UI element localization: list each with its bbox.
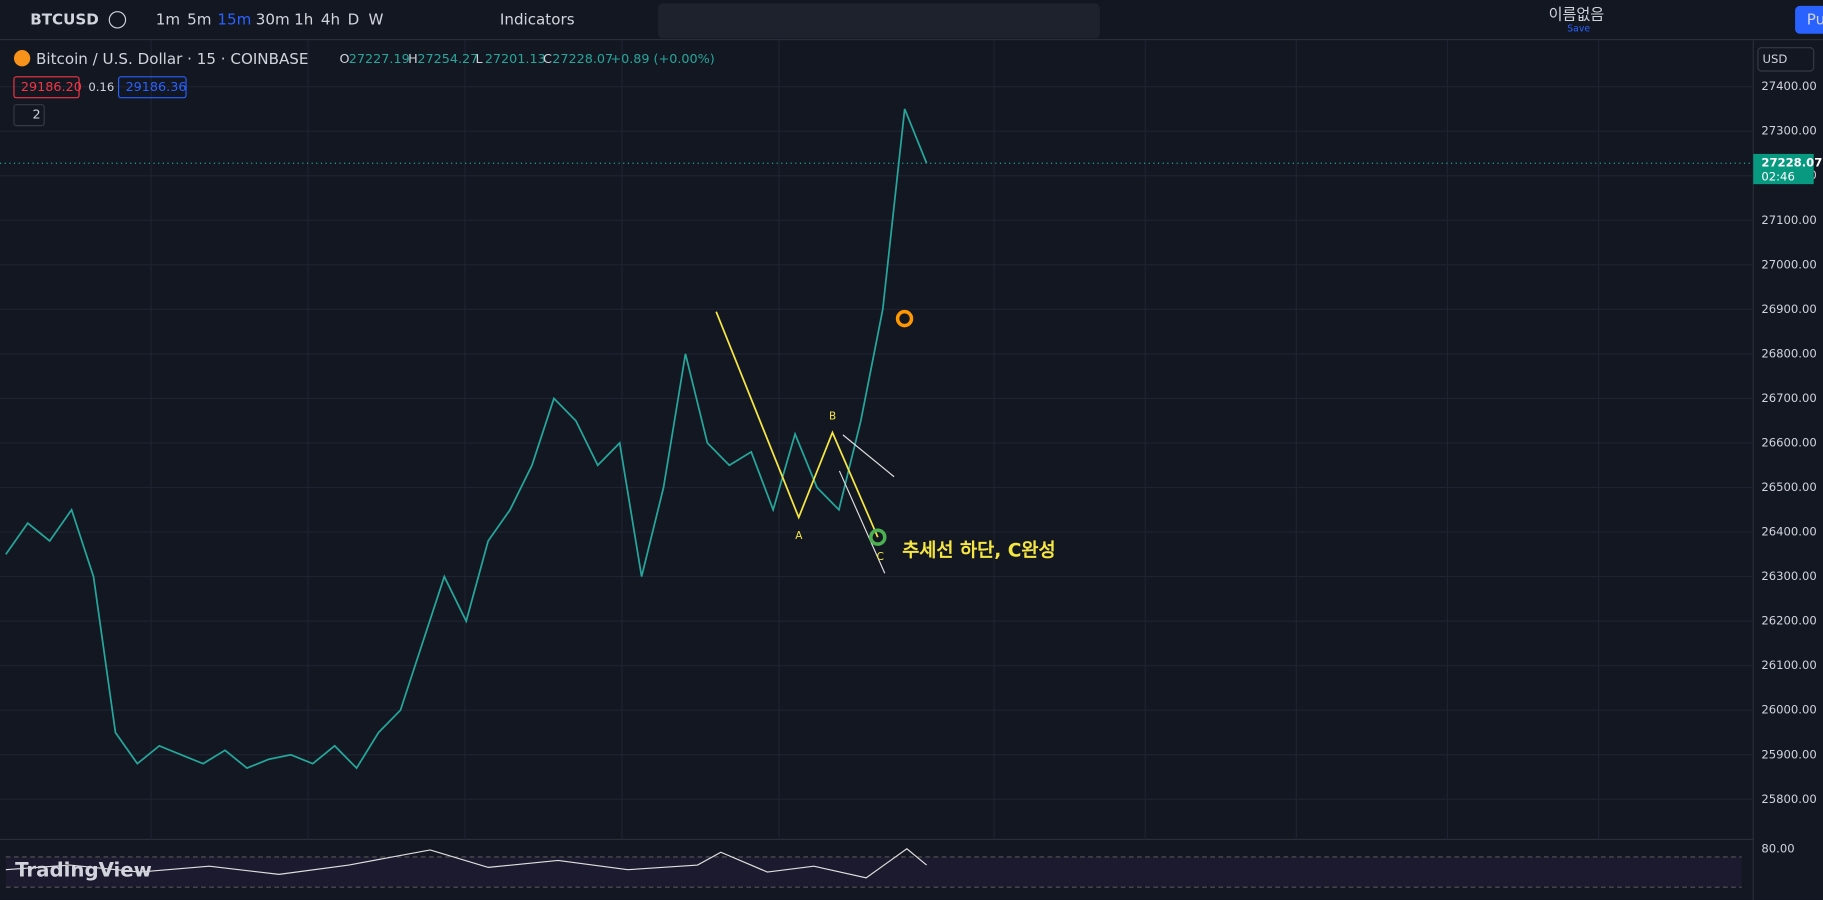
y-tick-label: 26900.00 <box>1761 302 1816 316</box>
y-tick-label: 26500.00 <box>1761 480 1816 494</box>
y-tick-label: 26800.00 <box>1761 346 1816 360</box>
interval[interactable]: 1m <box>156 10 180 28</box>
y-tick-label: 26000.00 <box>1761 703 1816 717</box>
annotation-note: 추세선 하단, C완성 <box>902 541 1055 562</box>
interval[interactable]: 4h <box>321 10 340 28</box>
collapsed-count[interactable]: 2 <box>33 108 41 123</box>
publish-label[interactable]: Pu <box>1807 10 1823 28</box>
y-tick-label: 27400.00 <box>1761 79 1816 93</box>
publish-button[interactable] <box>1795 5 1823 34</box>
legend-title[interactable]: Bitcoin / U.S. Dollar · 15 · COINBASE <box>36 50 308 68</box>
currency[interactable]: USD <box>1763 52 1788 66</box>
y-tick-label: 26700.00 <box>1761 391 1816 405</box>
low: 27201.13 <box>485 52 546 67</box>
y-tick-label: 26600.00 <box>1761 435 1816 449</box>
price-line <box>5 108 928 770</box>
sell-price[interactable]: 29186.20 <box>21 80 82 95</box>
h-label: H <box>408 52 418 67</box>
rsi-line <box>5 848 927 879</box>
interval[interactable]: 15m <box>217 10 251 28</box>
rsi-level: 80.00 <box>1761 841 1794 855</box>
interval[interactable]: 1h <box>294 10 313 28</box>
l-label: L <box>476 52 484 67</box>
o-label: O <box>339 52 349 67</box>
btc-icon <box>13 50 31 67</box>
y-tick-label: 25900.00 <box>1761 747 1816 761</box>
watermark: TradingView <box>15 858 152 881</box>
breakout-marker <box>895 309 914 328</box>
currency-box[interactable] <box>1757 47 1815 72</box>
spread: 0.16 <box>88 80 114 94</box>
change: +0.89 (+0.00%) <box>610 52 714 67</box>
countdown: 02:46 <box>1761 170 1794 184</box>
layout-name[interactable]: 이름없음 <box>1549 6 1605 24</box>
drawing-toolbar <box>658 3 1100 39</box>
c-marker <box>869 528 887 546</box>
indicators-button[interactable]: Indicators <box>500 10 575 28</box>
vertical-grid <box>150 39 1600 840</box>
y-tick-label: 27000.00 <box>1761 257 1816 271</box>
y-tick-label: 27100.00 <box>1761 213 1816 227</box>
interval[interactable]: W <box>369 10 384 28</box>
wave-lines <box>715 311 879 538</box>
save-label[interactable]: Save <box>1567 24 1590 35</box>
y-tick-label: 26400.00 <box>1761 525 1816 539</box>
y-tick-label: 25800.00 <box>1761 792 1816 806</box>
wave-a: A <box>795 530 803 542</box>
wave-c: C <box>877 551 884 563</box>
buy-box[interactable] <box>118 76 187 99</box>
buy-price[interactable]: 29186.36 <box>126 80 187 95</box>
interval[interactable]: D <box>348 10 360 28</box>
interval[interactable]: 5m <box>187 10 211 28</box>
y-tick-label: 27300.00 <box>1761 124 1816 138</box>
collapse-box[interactable] <box>13 104 45 127</box>
y-tick-label: 26300.00 <box>1761 569 1816 583</box>
symbol[interactable]: BTCUSD <box>30 10 99 28</box>
open: 27227.19 <box>349 52 410 67</box>
sell-box[interactable] <box>13 76 80 99</box>
last-price-label: 27228.07 <box>1761 156 1822 170</box>
add-symbol[interactable] <box>108 11 127 29</box>
close: 27228.07 <box>552 52 613 67</box>
trend-lines <box>838 434 895 574</box>
high: 27254.27 <box>417 52 478 67</box>
y-tick-label: 26200.00 <box>1761 614 1816 628</box>
c-label: C <box>543 52 552 67</box>
interval[interactable]: 30m <box>256 10 290 28</box>
wave-b: B <box>829 410 836 422</box>
last-price-tag <box>1753 153 1814 185</box>
y-tick-label: 26100.00 <box>1761 658 1816 672</box>
